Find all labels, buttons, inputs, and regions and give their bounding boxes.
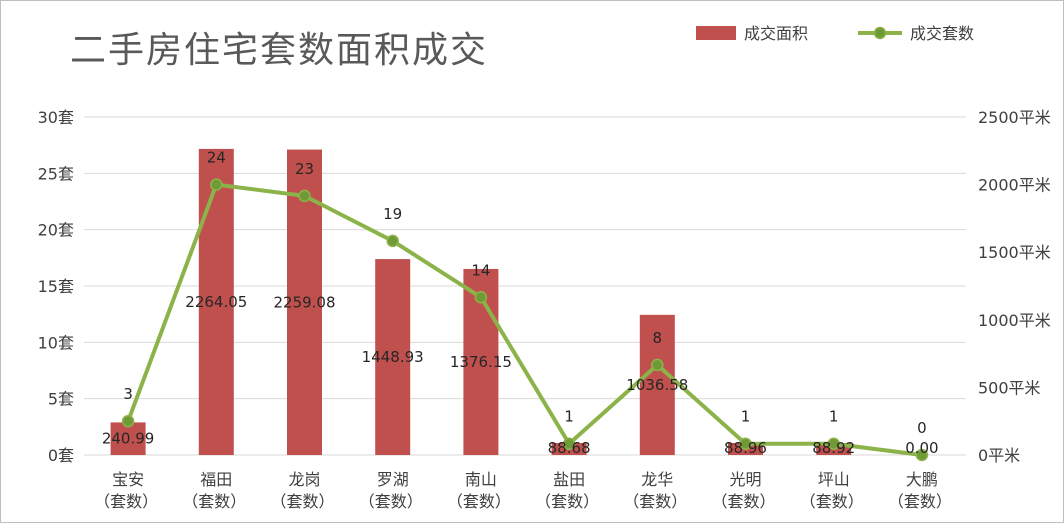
bar-data-label: 0.00 <box>905 439 938 457</box>
line-data-label: 8 <box>653 329 663 347</box>
series-line <box>126 182 923 457</box>
bar-data-label: 2264.05 <box>185 293 247 311</box>
category-label: 罗湖 <box>377 470 409 489</box>
bar <box>110 422 146 455</box>
legend-swatch-bar <box>696 26 736 40</box>
bar-data-label: 1376.15 <box>450 353 512 371</box>
line-data-label: 1 <box>741 408 751 426</box>
left-tick-label: 5套 <box>48 390 74 409</box>
line-data-label: 14 <box>471 261 490 279</box>
legend-label-bar: 成交面积 <box>744 24 808 43</box>
category-sublabel: （套数） <box>359 492 423 511</box>
category-label: 龙华 <box>641 470 673 489</box>
category-label: 龙岗 <box>288 470 320 489</box>
category-sublabel: （套数） <box>94 492 158 511</box>
right-tick-label: 500平米 <box>978 378 1041 397</box>
legend-swatch-marker <box>873 26 887 40</box>
bar <box>639 314 675 455</box>
category-sublabel: （套数） <box>535 492 599 511</box>
line-data-label: 0 <box>917 419 927 437</box>
legend: 成交面积 成交套数 <box>696 24 974 43</box>
right-tick-label: 2500平米 <box>978 108 1051 127</box>
line-data-label: 23 <box>295 160 314 178</box>
left-axis-ticks: 0套 5套 10套 15套 20套 25套 30套 <box>38 108 74 465</box>
left-tick-label: 20套 <box>38 221 74 240</box>
right-tick-label: 1500平米 <box>978 243 1051 262</box>
category-sublabel: （套数） <box>888 492 952 511</box>
category-sublabel: （套数） <box>270 492 334 511</box>
legend-label-line: 成交套数 <box>910 24 974 43</box>
category-label: 南山 <box>465 470 497 489</box>
line-data-label: 1 <box>564 408 574 426</box>
right-tick-label: 2000平米 <box>978 176 1051 195</box>
line-point <box>739 437 752 450</box>
bar-data-label: 240.99 <box>102 430 155 448</box>
left-tick-label: 15套 <box>38 277 74 296</box>
line-point <box>915 448 929 462</box>
category-sublabel: （套数） <box>447 492 511 511</box>
bar-data-labels: 240.99 2264.05 2259.08 1448.93 1376.15 88.68 1… <box>102 293 939 457</box>
category-label: 宝安 <box>112 470 144 489</box>
category-label: 坪山 <box>818 470 850 489</box>
left-tick-label: 0套 <box>48 446 74 465</box>
right-axis-ticks: 0平米 500平米 1000平米 1500平米 2000平米 2500平米 <box>978 108 1051 465</box>
category-label: 大鹏 <box>906 470 938 489</box>
category-axis-labels: 宝安 （套数） 福田 （套数） 龙岗 （套数） 罗湖 （套数） 南山 （套数） 盐田 （套数） 龙华 （套… <box>94 470 952 511</box>
line-point <box>121 414 135 428</box>
line-series <box>121 178 929 462</box>
right-tick-label: 0平米 <box>978 446 1020 465</box>
line-data-label: 19 <box>383 205 402 223</box>
line-point <box>651 358 664 372</box>
line-data-label: 24 <box>207 149 226 167</box>
bar-data-label: 1036.58 <box>626 376 688 394</box>
category-label: 福田 <box>200 470 232 489</box>
category-sublabel: （套数） <box>711 492 775 511</box>
category-label: 光明 <box>729 470 761 489</box>
bar <box>375 259 411 455</box>
category-sublabel: （套数） <box>800 492 864 511</box>
category-sublabel: （套数） <box>182 492 246 511</box>
category-label: 盐田 <box>553 470 585 489</box>
bar <box>198 148 234 455</box>
line-point <box>562 437 576 450</box>
left-tick-label: 25套 <box>38 164 74 183</box>
bar-data-label: 2259.08 <box>273 293 335 311</box>
left-tick-label: 30套 <box>38 108 74 127</box>
line-data-label: 3 <box>123 385 133 403</box>
line-point <box>386 234 399 248</box>
bar-data-label: 88.96 <box>724 439 767 457</box>
left-tick-label: 10套 <box>38 333 74 352</box>
bar-data-label: 88.68 <box>548 439 591 457</box>
line-point <box>474 291 488 304</box>
bar-data-label: 88.92 <box>812 439 855 457</box>
line-point <box>827 437 840 450</box>
line-data-labels: 3 24 23 19 14 1 8 1 1 0 <box>123 149 926 437</box>
right-tick-label: 1000平米 <box>978 311 1051 330</box>
line-data-label: 1 <box>829 408 839 426</box>
bar-data-label: 1448.93 <box>362 348 424 366</box>
line-point <box>298 189 311 203</box>
category-sublabel: （套数） <box>623 492 687 511</box>
line-point <box>210 178 223 191</box>
chart-title: 二手房住宅套数面积成交 <box>70 30 488 71</box>
